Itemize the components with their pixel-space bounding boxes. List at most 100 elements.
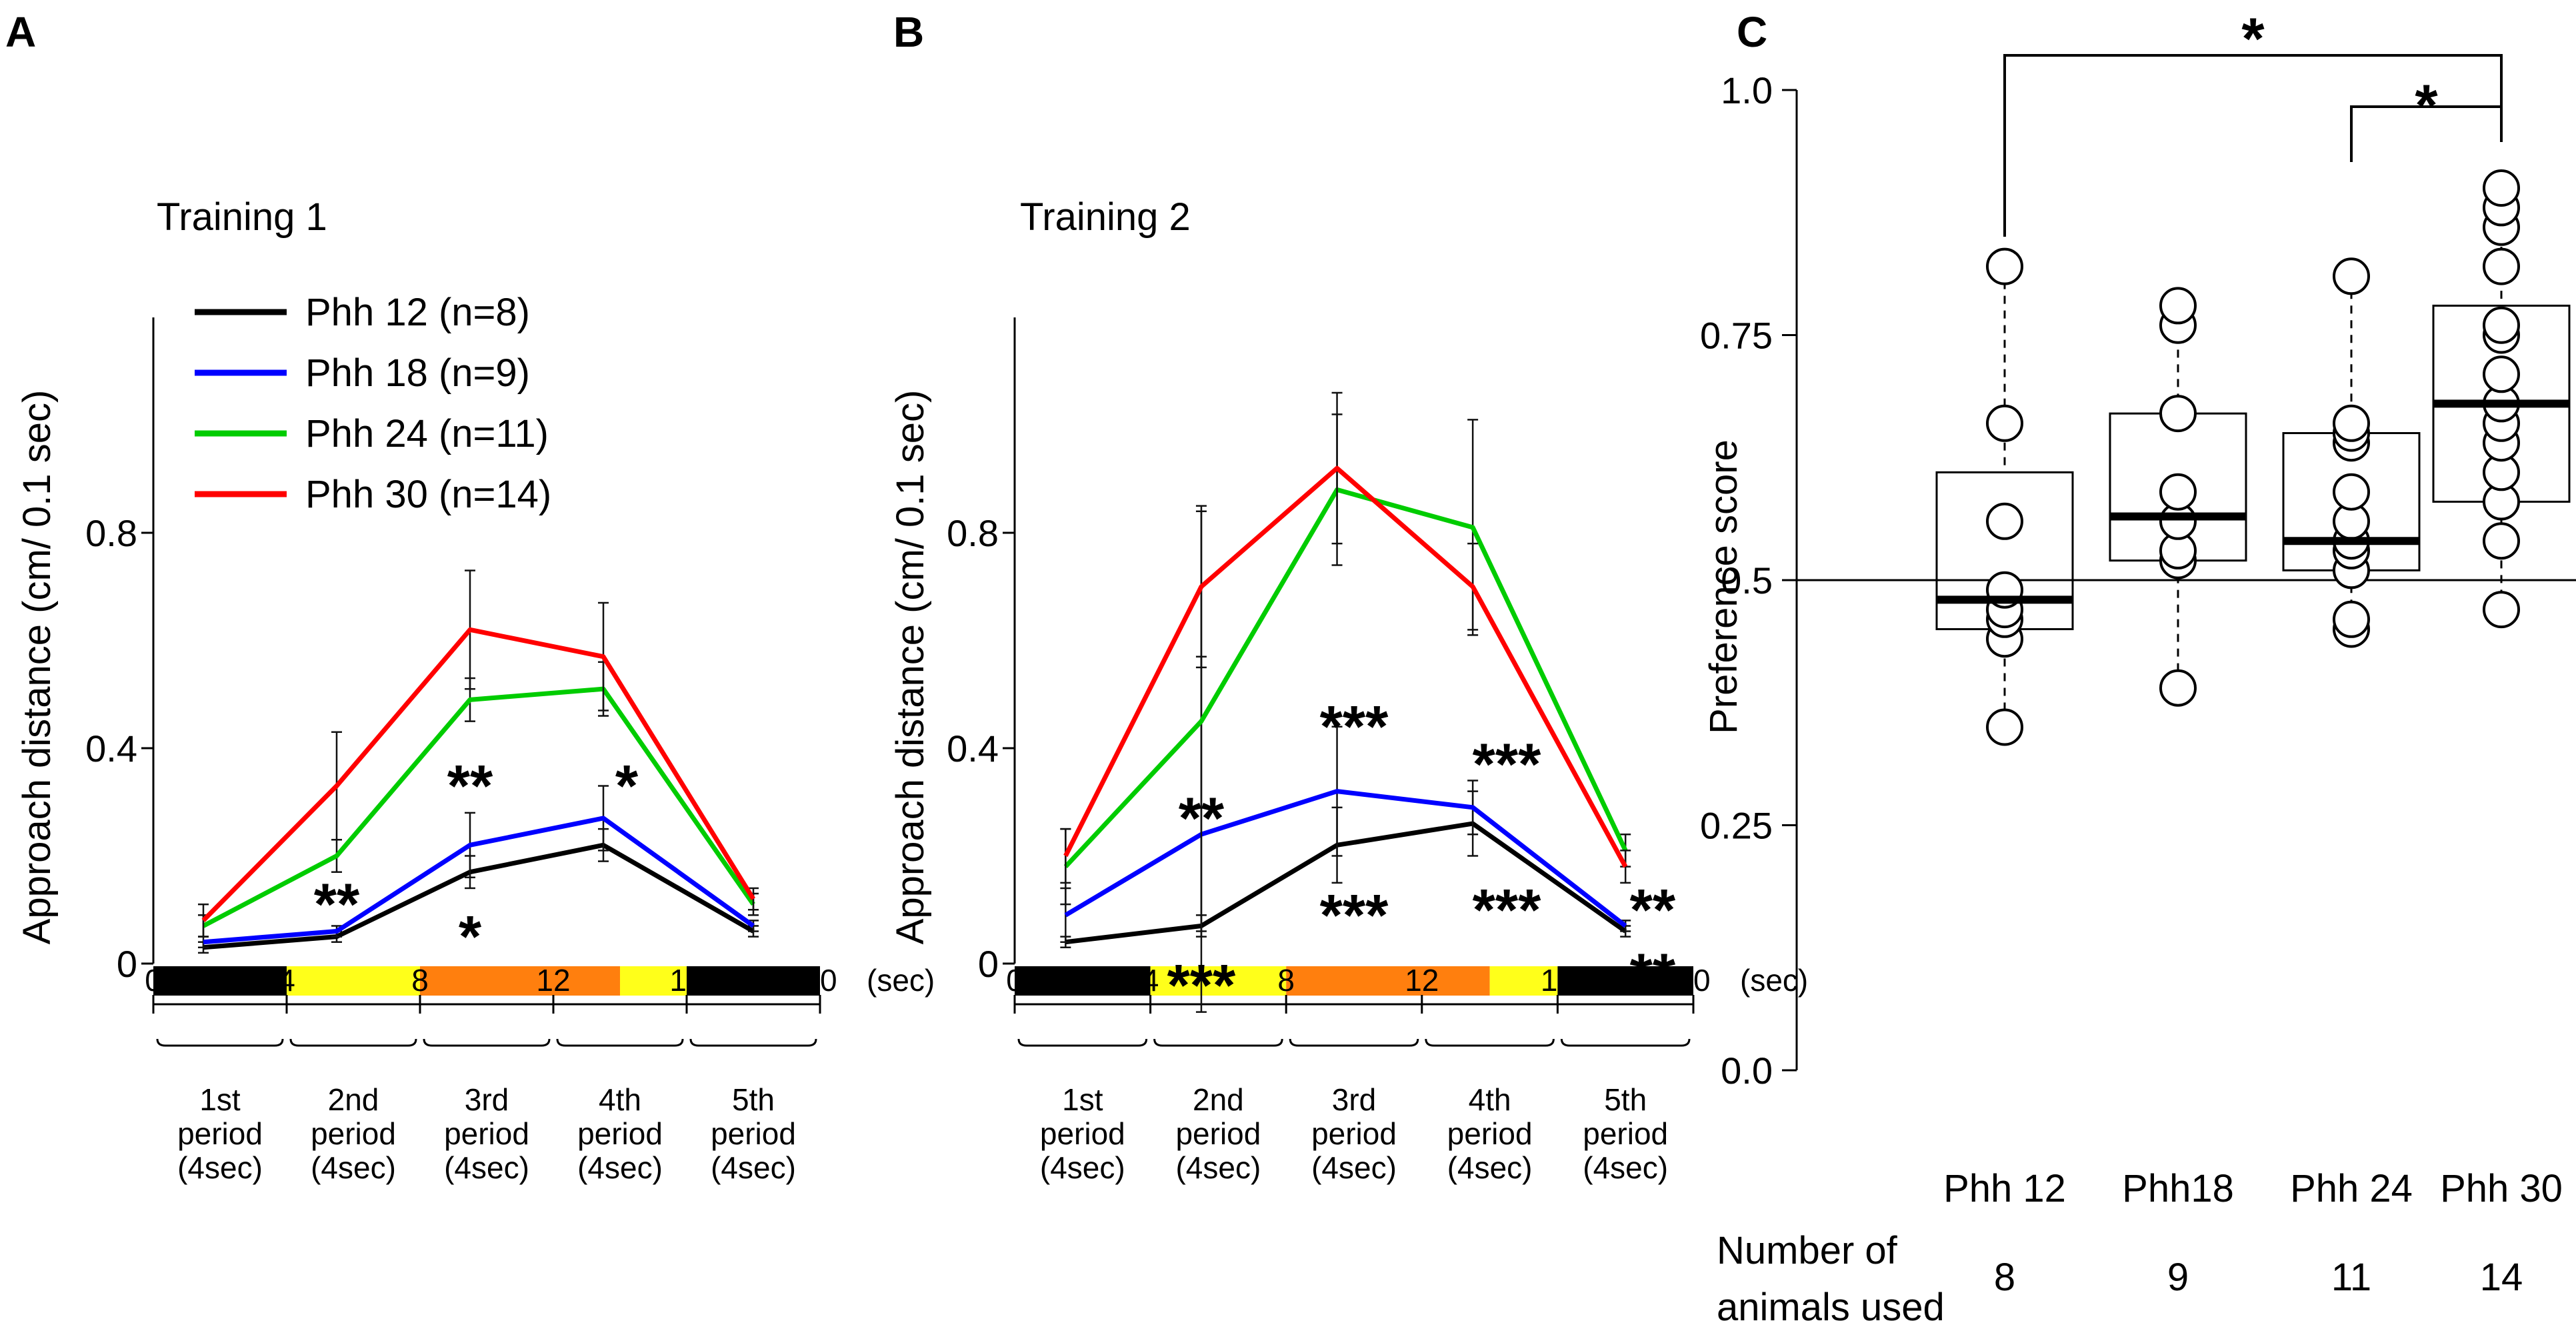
n-value: 8 — [1994, 1256, 2015, 1299]
y-axis-label: Approach distance (cm/ 0.1 sec) — [889, 390, 932, 945]
x-tick-label: 16 — [1541, 963, 1575, 998]
data-point — [2333, 257, 2370, 295]
y-tick-label: 0.75 — [1700, 315, 1773, 357]
period-bracket — [1560, 1038, 1691, 1047]
stimulus-bar-segment — [1015, 966, 1151, 996]
legend: Phh 12 (n=8) Phh 18 (n=9) Phh 24 (n=11) Phh… — [195, 291, 551, 516]
significance-bracket — [2003, 54, 2503, 237]
panel-letter: B — [893, 8, 924, 56]
data-point — [2159, 473, 2197, 511]
period-bracket — [423, 1038, 551, 1047]
series-24 — [1060, 413, 1631, 932]
category-label: Phh 24 — [2290, 1167, 2413, 1210]
significance-star: ** — [1630, 876, 1676, 942]
series-line — [1064, 789, 1627, 928]
period-label: 5th — [1604, 1082, 1647, 1117]
period-label: (4sec) — [1311, 1150, 1397, 1185]
data-point — [2159, 669, 2197, 707]
data-point — [2483, 355, 2520, 393]
significance-star: *** — [1473, 731, 1541, 797]
y-axis-label: Preference score — [1702, 439, 1745, 734]
series-30 — [1060, 391, 1631, 884]
period-label: 2nd — [328, 1082, 379, 1117]
panel-b: B Training 2 0 0.4 0.8 Approach distance (cm/… — [889, 8, 1808, 1185]
significance-bracket — [2350, 105, 2503, 162]
box-1 — [2109, 287, 2247, 707]
series-18 — [198, 785, 759, 949]
legend-label: Phh 30 (n=14) — [305, 473, 551, 516]
x-tick-label: 0 — [145, 963, 162, 998]
period-bracket — [1017, 1038, 1148, 1047]
significance-star: *** — [1167, 952, 1236, 1018]
y-tick-label: 0.4 — [85, 728, 137, 770]
data-point — [2483, 591, 2520, 629]
panel-letter: C — [1737, 8, 1767, 56]
data-point — [2333, 404, 2370, 442]
stimulus-bar-segment — [153, 966, 287, 996]
period-label: period — [1447, 1116, 1533, 1151]
period-label: (4sec) — [444, 1150, 529, 1185]
period-label: 5th — [732, 1082, 775, 1117]
x-tick-label: 20 — [1676, 963, 1710, 998]
category-label: Phh 12 — [1943, 1167, 2066, 1210]
chart-title: Training 2 — [1020, 195, 1191, 239]
x-tick-label: 4 — [1142, 963, 1159, 998]
period-bracket — [689, 1038, 817, 1047]
legend-label: Phh 12 (n=8) — [305, 291, 530, 334]
period-label: period — [1311, 1116, 1397, 1151]
stimulus-bar-segment — [1286, 966, 1490, 996]
y-axis-label: Approach distance (cm/ 0.1 sec) — [15, 390, 59, 945]
n-value: 11 — [2331, 1256, 2371, 1299]
data-point — [2483, 306, 2520, 344]
data-point — [2333, 600, 2370, 638]
data-point — [1986, 247, 2023, 285]
significance-star: * — [2241, 5, 2265, 71]
period-label: 2nd — [1193, 1082, 1244, 1117]
period-label: period — [311, 1116, 396, 1151]
significance-star: ** — [1630, 941, 1676, 1007]
period-label: 4th — [599, 1082, 641, 1117]
x-tick-label: 4 — [278, 963, 295, 998]
x-tick-label: 8 — [411, 963, 429, 998]
legend-label: Phh 24 (n=11) — [305, 412, 549, 455]
y-tick-label: 0.25 — [1700, 805, 1773, 847]
y-tick-label: 0.4 — [947, 728, 999, 770]
data-point — [2333, 473, 2370, 511]
n-value: 14 — [2480, 1256, 2523, 1299]
period-bracket — [556, 1038, 684, 1047]
data-point — [2483, 522, 2520, 560]
data-point — [2483, 169, 2520, 207]
data-point — [1986, 708, 2023, 746]
data-point — [1986, 502, 2023, 540]
period-label: (4sec) — [311, 1150, 396, 1185]
series-line — [203, 816, 755, 945]
period-label: 1st — [1062, 1082, 1103, 1117]
period-bracket — [1153, 1038, 1283, 1047]
data-point — [1986, 404, 2023, 442]
period-label: 3rd — [465, 1082, 509, 1117]
significance-star: ** — [314, 871, 360, 937]
period-bracket — [1425, 1038, 1555, 1047]
series-line — [202, 686, 755, 928]
period-label: period — [177, 1116, 263, 1151]
y-tick-label: 0.0 — [1721, 1050, 1773, 1092]
y-tick-label: 0.5 — [1721, 559, 1773, 601]
period-bracket — [289, 1038, 417, 1047]
significance-star: * — [2415, 72, 2438, 138]
x-axis-unit: (sec) — [867, 963, 935, 998]
period-label: period — [444, 1116, 529, 1151]
panel-c: C 0.0 0.25 0.5 0.75 1.0 Preference score Phh 12… — [1700, 5, 2576, 1329]
stimulus-bar-segment — [1150, 966, 1287, 996]
period-label: (4sec) — [1175, 1150, 1261, 1185]
y-tick-label: 1.0 — [1721, 69, 1773, 111]
significance-star: * — [615, 753, 639, 819]
period-label: (4sec) — [1447, 1150, 1533, 1185]
panel-letter: A — [5, 8, 36, 56]
data-point — [2159, 287, 2197, 325]
period-label: 1st — [199, 1082, 241, 1117]
series-30 — [198, 569, 759, 938]
period-label: (4sec) — [711, 1150, 796, 1185]
series-line — [1063, 465, 1628, 868]
stimulus-bar-segment — [1489, 966, 1558, 996]
period-label: 3rd — [1332, 1082, 1376, 1117]
